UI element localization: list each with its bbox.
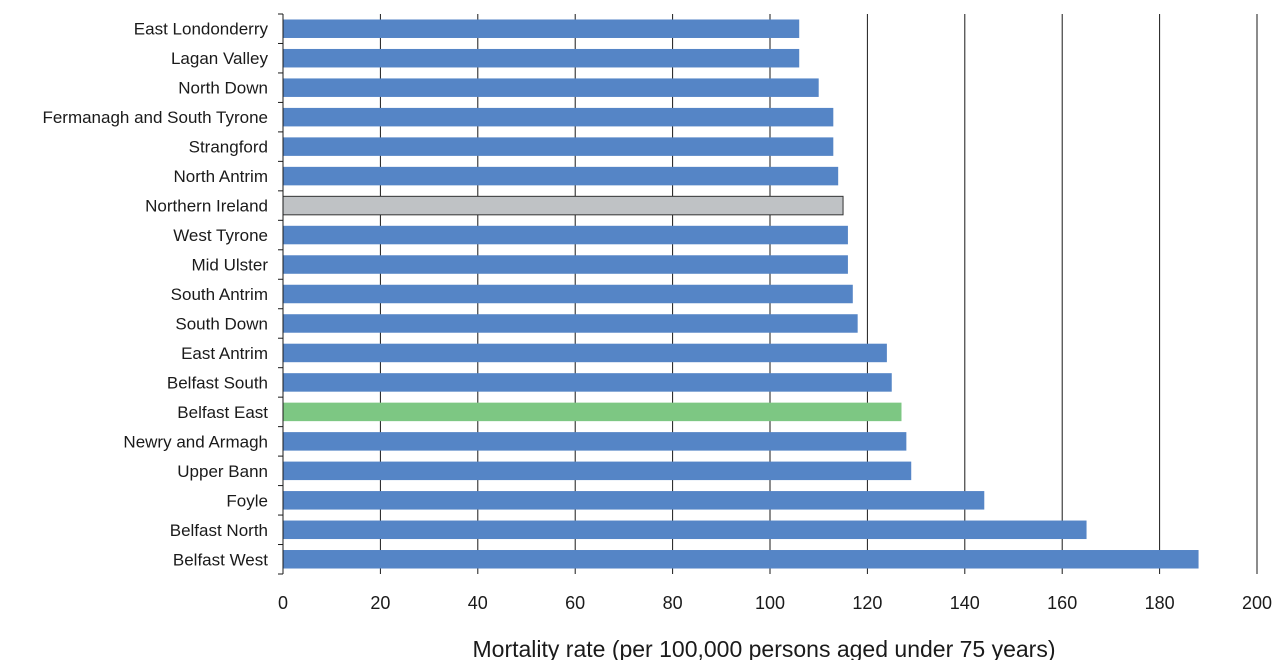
category-label: Foyle: [226, 491, 268, 510]
category-label: West Tyrone: [173, 226, 268, 245]
x-tick-label: 40: [468, 593, 488, 613]
category-labels: East Londonderry Lagan Valley North Down Fe…: [42, 20, 268, 570]
category-label: Upper Bann: [177, 462, 268, 481]
bar: [283, 520, 1087, 540]
bar: [283, 19, 800, 38]
category-label: Belfast South: [167, 373, 268, 392]
bar: [283, 137, 834, 156]
x-tick-label: 200: [1242, 593, 1272, 613]
x-tick-label: 120: [852, 593, 882, 613]
category-label: Fermanagh and South Tyrone: [42, 108, 268, 127]
category-label: North Antrim: [174, 167, 268, 186]
bar: [282, 195, 844, 216]
category-label: Belfast East: [177, 403, 268, 422]
category-label: South Antrim: [171, 285, 268, 304]
x-tick-label: 0: [278, 593, 288, 613]
bar: [283, 284, 853, 304]
x-tick-label: 160: [1047, 593, 1077, 613]
bar: [283, 107, 834, 127]
x-tick-label: 140: [950, 593, 980, 613]
x-tick-label: 20: [370, 593, 390, 613]
category-label: North Down: [178, 79, 268, 98]
category-label: Northern Ireland: [145, 197, 268, 216]
x-tick-labels: 0 20 40 60 80 100 120 140 160 180 200: [278, 593, 1272, 613]
bar: [283, 491, 985, 510]
x-tick-label: 180: [1145, 593, 1175, 613]
x-tick-label: 80: [663, 593, 683, 613]
bar: [283, 48, 800, 68]
category-label: East Londonderry: [134, 20, 269, 39]
bar: [283, 225, 848, 245]
bar: [283, 314, 858, 333]
x-tick-label: 60: [565, 593, 585, 613]
bar: [283, 343, 887, 363]
category-label: East Antrim: [181, 344, 268, 363]
bar: [283, 461, 912, 481]
category-label: Belfast North: [170, 521, 268, 540]
x-tick-label: 100: [755, 593, 785, 613]
category-label: Lagan Valley: [171, 49, 269, 68]
bar: [283, 373, 892, 392]
category-label: Belfast West: [173, 550, 268, 569]
category-label: Strangford: [189, 138, 268, 157]
category-label: Mid Ulster: [191, 256, 268, 275]
axes: [278, 13, 284, 575]
bar: [283, 78, 819, 97]
bars: [282, 19, 1199, 569]
bar: [283, 550, 1199, 569]
bar: [283, 255, 848, 274]
category-label: Newry and Armagh: [123, 432, 268, 451]
category-label: South Down: [175, 314, 268, 333]
x-axis-title: Mortality rate (per 100,000 persons aged…: [473, 636, 1056, 660]
bar: [283, 432, 907, 451]
bar: [283, 166, 839, 186]
bar: [283, 402, 902, 422]
